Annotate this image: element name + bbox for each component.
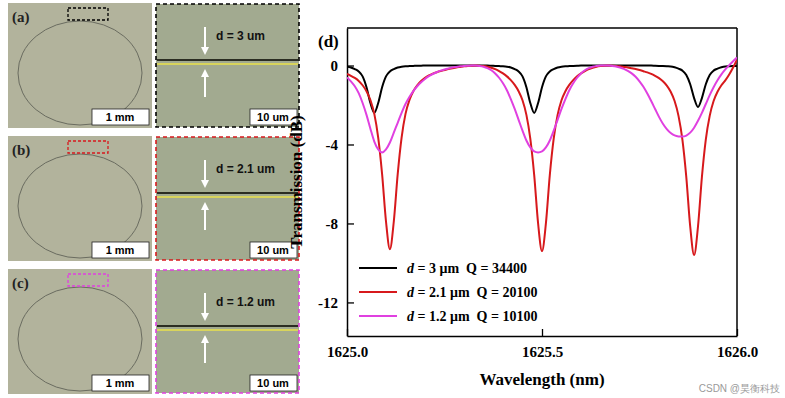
arrow-head [201, 47, 209, 55]
scale-bar-box [250, 375, 297, 391]
zoom-region [68, 274, 108, 286]
tick-label: -12 [318, 295, 338, 311]
tick-mark [347, 144, 354, 145]
micrograph [8, 269, 152, 394]
arrow-head [201, 180, 209, 188]
figure: (a) 1 mm d = 3 um 10 um (b) 1 mm d = 2.1 um 10 … [0, 0, 785, 398]
series-line [347, 60, 737, 255]
waveguide [157, 63, 298, 65]
tick-mark [542, 329, 543, 336]
inset [156, 270, 299, 393]
legend-swatch [359, 291, 397, 293]
plot-frame [347, 27, 737, 29]
tick-label: 1626.0 [717, 344, 758, 360]
tick: 0 [331, 58, 355, 74]
arrow-head [201, 335, 209, 343]
legend-swatch [359, 315, 397, 317]
panel-label: (b) [12, 142, 30, 159]
waveguide [157, 192, 298, 194]
arrow-head [201, 202, 209, 210]
image-panel: (b) 1 mm d = 2.1 um 10 um [8, 136, 299, 261]
arrow [204, 293, 206, 313]
gap-label: d = 3 um [216, 29, 265, 43]
zoom-region [68, 141, 108, 153]
scale-bar-box [92, 375, 149, 391]
waveguide [157, 329, 298, 331]
panel-label: (a) [12, 9, 30, 26]
inset [156, 137, 299, 260]
scale-bar-label: 10 um [257, 111, 289, 123]
image-panels: (a) 1 mm d = 3 um 10 um (b) 1 mm d = 2.1 um 10 … [8, 3, 299, 394]
scale-bar-label: 10 um [257, 377, 289, 389]
scale-bar-label: 1 mm [106, 111, 135, 123]
legend: d = 3 μm Q = 34400 d = 2.1 μm Q = 20100 d … [359, 261, 537, 324]
gap-label: d = 1.2 um [216, 295, 275, 309]
series-lines [347, 58, 737, 255]
micrograph [8, 3, 152, 128]
legend-label: d = 1.2 μm Q = 10100 [407, 309, 537, 324]
waveguide [157, 196, 298, 198]
plot-frame [736, 28, 738, 336]
tick-mark [347, 223, 354, 224]
y-axis-title: Transmission (dB) [287, 115, 306, 248]
gap-label: d = 2.1 um [216, 162, 275, 176]
watermark: CSDN @昊衡科技 [699, 383, 780, 394]
x-axis-title: Wavelength (nm) [479, 370, 604, 389]
scale-bar-box [92, 242, 149, 258]
tick: -4 [326, 137, 355, 153]
waveguide [157, 59, 298, 61]
micrograph [8, 136, 152, 261]
arrow [204, 77, 206, 97]
arrow-head [201, 69, 209, 77]
image-panel: (a) 1 mm d = 3 um 10 um [8, 3, 299, 128]
arrow [204, 343, 206, 363]
scale-bar-label: 1 mm [106, 377, 135, 389]
scale-bar-label: 10 um [257, 244, 289, 256]
panel-title: (d) [318, 32, 339, 51]
tick-label: 0 [331, 58, 339, 74]
panel-label: (c) [12, 275, 29, 292]
zoom-region [68, 8, 108, 20]
tick-label: 1625.5 [522, 344, 563, 360]
scale-bar-label: 1 mm [106, 244, 135, 256]
arrow-head [201, 313, 209, 321]
series-line [347, 58, 737, 153]
tick: -12 [318, 295, 354, 311]
arrow [204, 160, 206, 180]
tick-label: -8 [326, 216, 339, 232]
tick-mark [347, 302, 354, 303]
arrow [204, 210, 206, 230]
tick-label: -4 [326, 137, 339, 153]
legend-label: d = 2.1 μm Q = 20100 [407, 285, 537, 300]
legend-label: d = 3 μm Q = 34400 [407, 261, 527, 276]
chart: 1625.0 1625.5 1626.0 0 -4 -8 -12 d = 3 μm Q = 3… [287, 28, 758, 389]
waveguide [157, 325, 298, 327]
tick: 1625.5 [522, 329, 563, 360]
inset [156, 4, 299, 127]
x-axis: 1625.0 1625.5 1626.0 [327, 329, 758, 360]
tick: -8 [326, 216, 355, 232]
tick-label: 1625.0 [327, 344, 368, 360]
scale-bar-box [92, 109, 149, 125]
image-panel: (c) 1 mm d = 1.2 um 10 um [8, 269, 299, 394]
legend-swatch [359, 267, 397, 269]
arrow [204, 27, 206, 47]
